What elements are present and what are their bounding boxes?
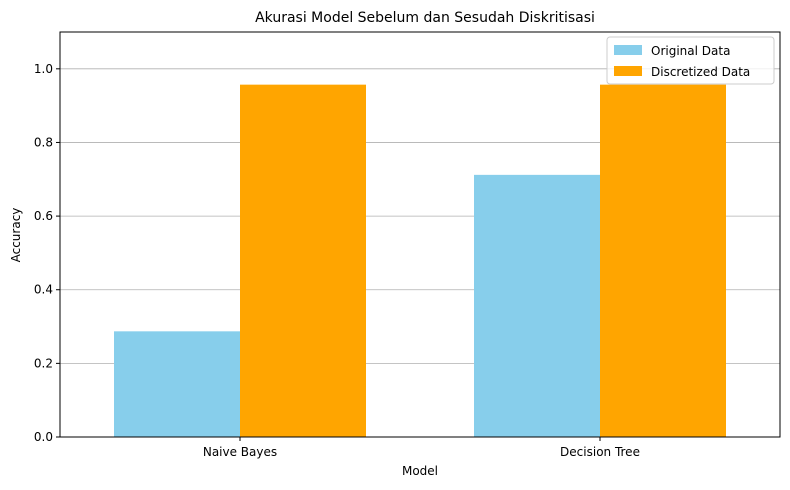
y-tick-label: 1.0 — [34, 62, 53, 76]
y-tick-label: 0.6 — [34, 209, 53, 223]
plot-frame — [59, 31, 781, 438]
legend: Original Data Discretized Data — [606, 36, 775, 85]
legend-swatch — [614, 45, 642, 55]
legend-label: Discretized Data — [651, 65, 750, 79]
y-tick-label: 0.4 — [34, 283, 53, 297]
y-axis-ticks: 0.0 0.2 0.4 0.6 0.8 1.0 — [34, 62, 60, 444]
legend-swatch — [614, 66, 642, 76]
x-tick-label: Decision Tree — [560, 445, 640, 459]
chart-title: Akurasi Model Sebelum dan Sesudah Diskri… — [255, 10, 595, 26]
bar-discretized-data-decision-tree — [600, 84, 726, 438]
bar-discretized-data-naive-bayes — [240, 84, 366, 438]
y-tick-label: 0.8 — [34, 135, 53, 149]
bars — [114, 84, 726, 438]
x-axis-label: Model — [402, 464, 438, 478]
bar-original-data-decision-tree — [474, 174, 600, 437]
x-tick-label: Naive Bayes — [203, 445, 277, 459]
legend-box — [606, 36, 775, 85]
legend-label: Original Data — [651, 44, 730, 58]
x-axis-ticks: Naive Bayes Decision Tree — [203, 437, 640, 459]
bar-original-data-naive-bayes — [114, 331, 240, 437]
y-tick-label: 0.0 — [34, 430, 53, 444]
y-tick-label: 0.2 — [34, 356, 53, 370]
y-axis-label: Accuracy — [9, 208, 23, 263]
